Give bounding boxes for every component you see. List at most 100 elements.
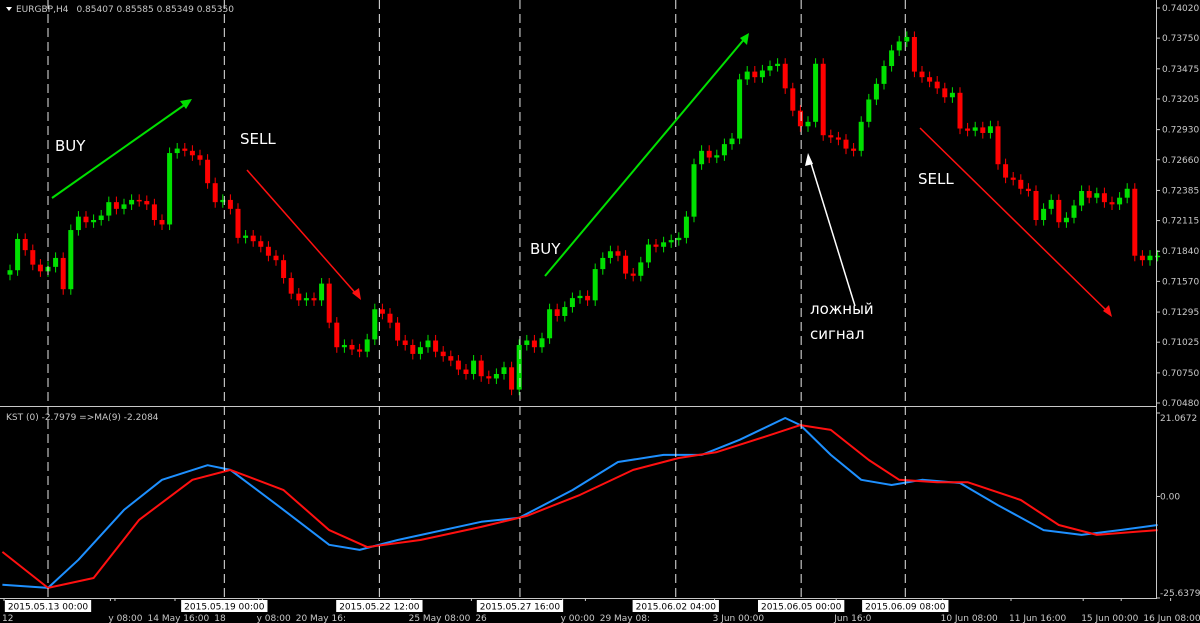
price-pane[interactable] — [7, 31, 1161, 396]
candle — [927, 71, 933, 88]
candle-body — [334, 322, 340, 348]
candle — [243, 230, 249, 244]
candle-body — [91, 220, 97, 223]
y-tick-label: 0.71840 — [1162, 247, 1199, 257]
candle-body — [638, 262, 644, 276]
candle-body — [7, 270, 13, 275]
false-signal-label: сигнал — [810, 325, 864, 343]
candle — [623, 250, 629, 280]
candle — [258, 235, 264, 253]
candle — [653, 238, 659, 253]
candle-body — [942, 88, 948, 98]
y-tick-label: 21.0672 — [1160, 414, 1197, 424]
candle — [987, 120, 993, 139]
sell-arrow-2 — [919, 127, 1110, 314]
candle — [22, 233, 28, 256]
candle — [562, 301, 568, 322]
candle-body — [585, 295, 591, 301]
candle — [68, 224, 74, 295]
y-tick-label: 0.00 — [1160, 492, 1180, 502]
x-tick-label: y 08:00 — [108, 614, 142, 623]
date-marker-label: 2015.05.13 00:00 — [8, 603, 89, 613]
candle-body — [759, 70, 765, 78]
candle-body — [600, 257, 606, 270]
candle — [1071, 199, 1077, 224]
candle — [15, 233, 21, 276]
candle — [828, 129, 834, 144]
candle-body — [303, 298, 309, 301]
candle — [949, 87, 955, 103]
candle — [357, 343, 363, 358]
candle — [805, 116, 811, 132]
candle — [699, 145, 705, 170]
candle-body — [68, 230, 74, 290]
candle — [220, 194, 226, 208]
candle-body — [1010, 177, 1016, 180]
candle — [182, 143, 188, 157]
x-tick-label: 20 May 16: — [296, 614, 346, 623]
candle-body — [1155, 255, 1161, 258]
sell-label: SELL — [918, 170, 954, 188]
candle-body — [53, 257, 59, 267]
candle-body — [1003, 164, 1009, 178]
candle-body — [471, 360, 477, 374]
candle-body — [364, 339, 370, 352]
candle-body — [448, 356, 454, 361]
candle-body — [83, 216, 89, 223]
candle — [281, 254, 287, 284]
candle — [957, 87, 963, 135]
candle-body — [189, 150, 195, 156]
candle-body — [645, 244, 651, 263]
candle-body — [866, 99, 872, 122]
candle-body — [1033, 190, 1039, 221]
candle-body — [493, 373, 499, 379]
candle — [1010, 172, 1016, 186]
candle-body — [547, 309, 553, 339]
candle-body — [258, 241, 264, 247]
x-tick-label: Jun 16:0 — [833, 614, 871, 623]
candle-body — [881, 66, 887, 84]
candle-body — [820, 63, 826, 136]
candle-body — [387, 313, 393, 323]
candle-body — [501, 367, 507, 374]
indicator-pane[interactable] — [1, 417, 1158, 589]
candle — [1003, 158, 1009, 184]
y-tick-label: 0.73475 — [1162, 65, 1199, 75]
arrow-head — [352, 288, 361, 300]
candle-body — [676, 237, 682, 241]
candle-body — [113, 202, 119, 209]
y-tick-label: -25.6379 — [1160, 589, 1200, 599]
candle — [775, 58, 781, 72]
x-tick-label: 12 — [2, 614, 13, 623]
candle — [319, 278, 325, 306]
candle — [197, 149, 203, 166]
candle — [486, 370, 492, 385]
candle — [706, 145, 712, 164]
candle — [843, 134, 849, 155]
indicator-label: KST (0) -2.7979 =>MA(9) -2.2084 — [6, 413, 159, 423]
y-tick-label: 0.73750 — [1162, 34, 1199, 44]
candle-body — [349, 344, 355, 350]
x-tick-label: 3 Jun 00:00 — [713, 614, 765, 623]
y-tick-label: 0.73205 — [1162, 95, 1199, 105]
candle — [113, 196, 119, 215]
candle-body — [455, 360, 461, 370]
candle-body — [296, 293, 302, 301]
candle-body — [554, 309, 560, 316]
candle-body — [949, 92, 955, 98]
candle-body — [661, 242, 667, 247]
candle-body — [592, 269, 598, 301]
candle — [1117, 192, 1123, 210]
date-marker-label: 2015.06.02 04:00 — [636, 603, 717, 613]
candle-body — [357, 349, 363, 352]
dropdown-triangle-icon[interactable] — [6, 7, 12, 11]
candle — [349, 339, 355, 356]
y-tick-label: 0.72115 — [1162, 217, 1199, 227]
candle-body — [653, 244, 659, 247]
arrow-head — [1103, 305, 1112, 317]
candle-body — [273, 255, 279, 261]
candle-body — [524, 340, 530, 345]
candle — [585, 290, 591, 306]
candle — [1124, 183, 1130, 204]
